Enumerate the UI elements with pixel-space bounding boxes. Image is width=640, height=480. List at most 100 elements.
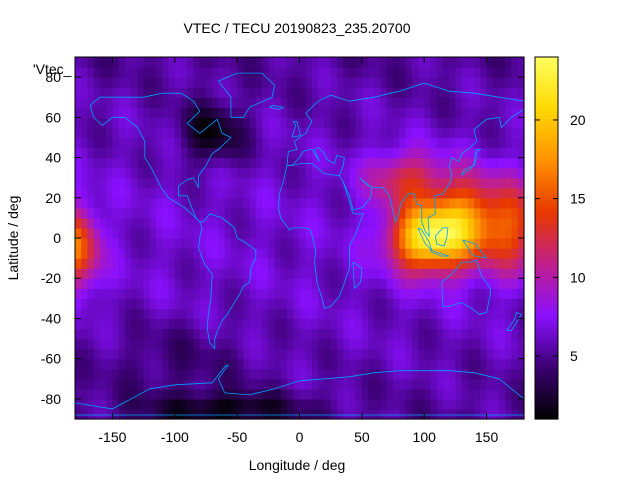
heatmap-cell [442,288,450,299]
y-axis-label: Latitude / deg [5,196,21,281]
heatmap-cell [262,398,269,410]
heatmap-cell [280,117,288,128]
heatmap-cell [205,87,213,98]
heatmap-cell [499,338,506,350]
heatmap-cell [193,67,201,78]
heatmap-cell [399,238,407,249]
heatmap-cell [280,368,288,380]
heatmap-cell [162,248,170,259]
heatmap-cell [174,197,182,209]
heatmap-cell [87,117,95,128]
x-tick-label: 150 [475,429,499,445]
heatmap-cell [112,97,120,108]
heatmap-cell [255,157,263,169]
heatmap-cell [343,207,350,219]
heatmap-cell [311,348,319,360]
heatmap-cell [449,258,457,269]
heatmap-cell [268,378,276,390]
heatmap-cell [274,238,282,249]
heatmap-cell [324,87,332,98]
heatmap-cell [287,217,294,229]
heatmap-cell [280,187,288,199]
heatmap-cell [505,298,513,309]
coastline [198,213,257,350]
heatmap-cell [467,127,475,139]
heatmap-cell [399,348,407,360]
heatmap-cell [368,248,375,259]
heatmap-cell [380,388,388,400]
heatmap-cell [174,97,182,108]
heatmap-cell [380,57,388,68]
heatmap-cell [324,398,332,410]
heatmap-cell [112,378,120,390]
heatmap-cell [361,288,369,299]
heatmap-cell [237,308,244,320]
heatmap-cell [249,288,257,299]
heatmap-cell [149,117,157,128]
heatmap-cell [336,137,344,149]
heatmap-cell [106,197,114,209]
heatmap-cell [442,378,450,390]
heatmap-cell [287,77,294,88]
heatmap-cell [305,167,313,179]
heatmap-cell [449,358,457,370]
colorbar-segment [535,231,558,236]
heatmap-cell [93,358,101,370]
heatmap-cell [274,57,282,68]
heatmap-cell [212,127,220,139]
heatmap-cell [99,207,107,219]
heatmap-cell [492,298,500,309]
colorbar-segment [535,301,558,305]
heatmap-cell [436,127,444,139]
heatmap-cell [492,137,500,149]
heatmap-cell [199,358,207,370]
heatmap-cell [293,338,301,350]
heatmap-cell [405,147,413,159]
colorbar-segment [535,90,558,94]
heatmap-cell [430,278,438,289]
heatmap-cell [318,217,326,229]
heatmap-cell [156,388,163,400]
heatmap-cell [449,107,457,118]
heatmap-cell [517,288,525,299]
heatmap-cell [268,398,276,410]
heatmap-cell [199,207,207,219]
heatmap-cell [87,318,95,330]
heatmap-cell [137,137,145,149]
heatmap-cell [237,278,244,289]
heatmap-cell [293,328,301,340]
heatmap-cell [137,167,145,179]
heatmap-cell [118,388,126,400]
heatmap-cell [181,248,188,259]
heatmap-cell [280,67,288,78]
heatmap-cell [474,248,481,259]
heatmap-cell [318,157,326,169]
heatmap-cell [511,207,519,219]
heatmap-cell [181,147,188,159]
heatmap-cell [137,258,145,269]
colorbar-segment [535,69,558,73]
heatmap-cell [237,378,244,390]
heatmap-cell [393,358,400,370]
heatmap-cell [287,288,294,299]
heatmap-cell [224,227,232,239]
heatmap-cell [249,238,257,249]
heatmap-cell [455,238,463,249]
heatmap-cell [205,258,213,269]
heatmap-cell [124,338,132,350]
heatmap-cell [517,278,525,289]
heatmap-cell [374,308,382,320]
heatmap-cell [230,358,238,370]
heatmap-cell [492,318,500,330]
heatmap-cell [399,67,407,78]
heatmap-cell [499,197,506,209]
heatmap-cell [168,97,176,108]
heatmap-cell [368,298,375,309]
heatmap-cell [480,398,488,410]
heatmap-cell [218,137,226,149]
heatmap-cell [274,308,282,320]
heatmap-cell [324,328,332,340]
heatmap-cell [162,318,170,330]
heatmap-cell [162,117,170,128]
heatmap-cell [311,258,319,269]
